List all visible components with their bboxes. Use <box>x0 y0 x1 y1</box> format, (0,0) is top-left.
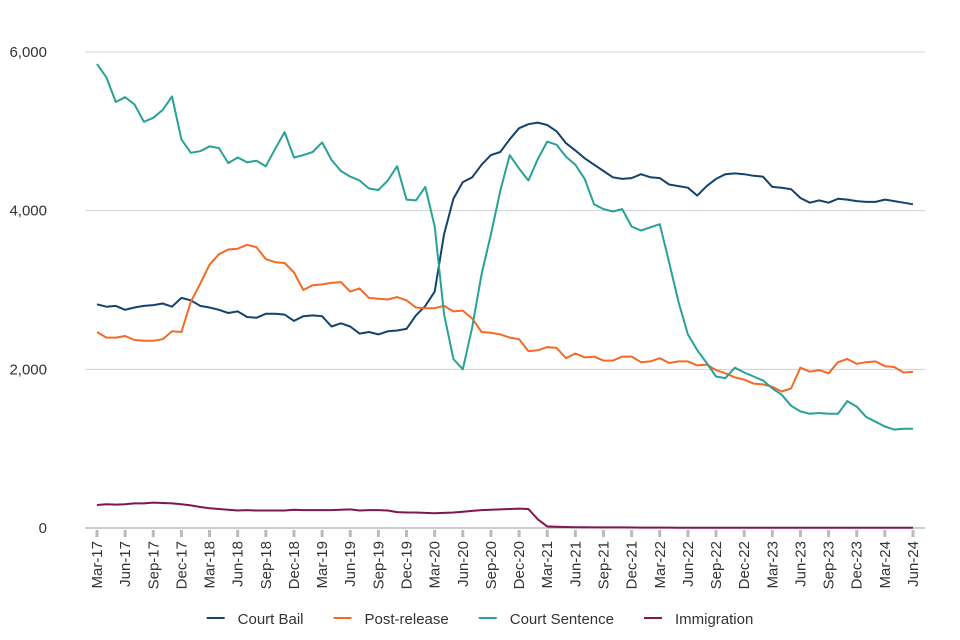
legend-label: Post-release <box>365 611 449 628</box>
x-tick-label: Mar-22 <box>652 541 669 589</box>
x-tick-label: Dec-19 <box>399 541 416 589</box>
x-tick-label: Dec-23 <box>849 541 866 589</box>
x-tick-label: Mar-19 <box>314 541 331 589</box>
legend-label: Court Bail <box>238 611 304 628</box>
x-tick-label: Jun-22 <box>680 541 697 587</box>
x-tick-label: Jun-24 <box>905 541 922 587</box>
legend-label: Immigration <box>675 611 753 628</box>
x-tick-label: Mar-18 <box>202 541 219 589</box>
x-tick-label: Mar-17 <box>89 541 106 589</box>
x-tick-label: Sep-22 <box>708 541 725 589</box>
x-tick-label: Mar-21 <box>539 541 556 589</box>
x-tick-label: Sep-17 <box>145 541 162 589</box>
x-tick-label: Jun-20 <box>455 541 472 587</box>
x-tick-label: Mar-23 <box>764 541 781 589</box>
x-tick-label: Jun-21 <box>567 541 584 587</box>
x-tick-label: Jun-23 <box>792 541 809 587</box>
series-line <box>96 501 913 529</box>
x-tick-label: Mar-24 <box>877 541 894 589</box>
x-tick-label: Mar-20 <box>427 541 444 589</box>
legend-label: Court Sentence <box>510 611 614 628</box>
x-tick-label: Sep-21 <box>595 541 612 589</box>
x-tick-label: Jun-17 <box>117 541 134 587</box>
series-line <box>96 121 914 336</box>
x-tick-label: Dec-21 <box>624 541 641 589</box>
series-line <box>96 243 914 393</box>
x-tick-label: Sep-18 <box>258 541 275 589</box>
y-tick-label: 4,000 <box>9 203 47 220</box>
y-tick-label: 6,000 <box>9 44 47 61</box>
series-line <box>96 63 913 431</box>
x-tick-label: Sep-20 <box>483 541 500 589</box>
x-tick-label: Sep-23 <box>821 541 838 589</box>
y-tick-label: 0 <box>39 520 47 537</box>
x-tick-label: Jun-19 <box>342 541 359 587</box>
x-tick-label: Dec-18 <box>286 541 303 589</box>
x-tick-label: Sep-19 <box>370 541 387 589</box>
x-tick-label: Dec-17 <box>173 541 190 589</box>
y-tick-label: 2,000 <box>9 361 47 378</box>
x-tick-label: Dec-22 <box>736 541 753 589</box>
x-tick-label: Dec-20 <box>511 541 528 589</box>
x-tick-label: Jun-18 <box>230 541 247 587</box>
